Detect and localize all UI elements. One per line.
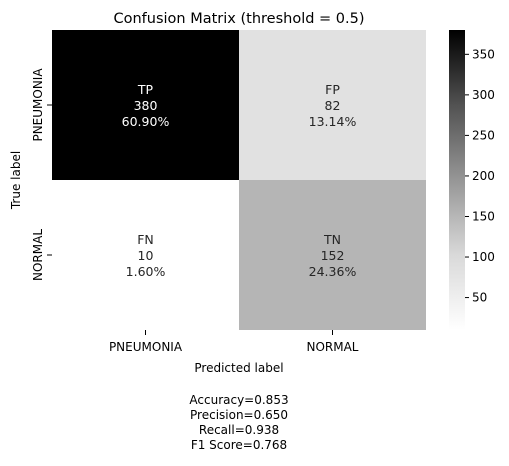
heatmap-cell-tp (52, 30, 239, 180)
metric-line: F1 Score=0.768 (191, 438, 287, 452)
cell-tag-fn: FN (137, 232, 154, 247)
chart-title: Confusion Matrix (threshold = 0.5) (113, 11, 364, 27)
cell-tag-fp: FP (325, 82, 340, 97)
x-axis: PNEUMONIA NORMAL (109, 330, 359, 354)
colorbar-gradient (449, 30, 465, 330)
y-axis: PNEUMONIA NORMAL (31, 68, 52, 281)
heatmap-cell-fp (239, 30, 426, 180)
cell-count-tn: 152 (321, 248, 345, 263)
heatmap-cell-tn (239, 180, 426, 330)
colorbar-tick-label: 250 (472, 128, 495, 142)
colorbar-tick-label: 350 (472, 47, 495, 61)
x-tick-label: NORMAL (306, 340, 358, 354)
cell-percent-fp: 13.14% (309, 114, 357, 129)
heatmap-cell-fn (52, 180, 239, 330)
metric-line: Accuracy=0.853 (189, 393, 288, 407)
cell-count-fn: 10 (138, 248, 154, 263)
y-tick-label: PNEUMONIA (31, 68, 45, 142)
colorbar-tick-label: 100 (472, 250, 495, 264)
cell-percent-fn: 1.60% (126, 264, 166, 279)
y-axis-label: True label (9, 151, 23, 210)
colorbar-tick-label: 200 (472, 169, 495, 183)
cell-count-tp: 380 (134, 98, 158, 113)
x-tick-label: PNEUMONIA (109, 340, 183, 354)
metrics-annotation: Accuracy=0.853Precision=0.650Recall=0.93… (189, 393, 288, 452)
cell-tag-tn: TN (323, 232, 341, 247)
colorbar: 50 100 150 200 250 300 350 (449, 30, 495, 330)
cell-tag-tp: TP (137, 82, 154, 97)
cell-percent-tn: 24.36% (309, 264, 357, 279)
x-axis-label: Predicted label (194, 361, 283, 375)
colorbar-tick-label: 50 (472, 291, 487, 305)
colorbar-tick-label: 150 (472, 209, 495, 223)
metric-line: Recall=0.938 (199, 423, 279, 437)
cell-percent-tp: 60.90% (122, 114, 170, 129)
heatmap-cells (52, 30, 426, 330)
y-tick-label: NORMAL (31, 229, 45, 281)
colorbar-tick-label: 300 (472, 88, 495, 102)
cell-count-fp: 82 (325, 98, 341, 113)
metric-line: Precision=0.650 (190, 408, 288, 422)
